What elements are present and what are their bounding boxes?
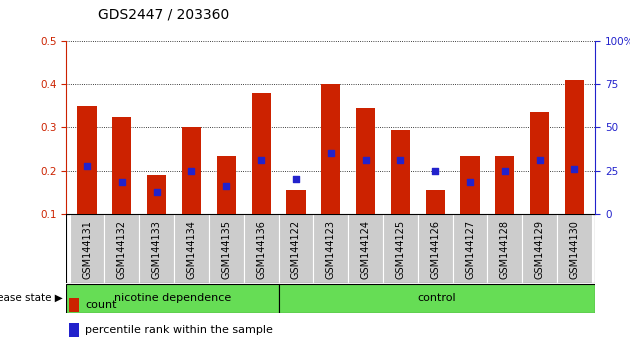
Point <box>360 157 370 163</box>
Bar <box>70 214 105 283</box>
Point <box>570 166 580 171</box>
Point <box>186 168 197 173</box>
Bar <box>522 214 557 283</box>
Bar <box>77 106 96 214</box>
Point <box>117 179 127 184</box>
Bar <box>383 214 418 283</box>
Bar <box>112 116 132 214</box>
Text: GSM144127: GSM144127 <box>465 220 475 279</box>
Text: control: control <box>418 293 456 303</box>
Text: GSM144128: GSM144128 <box>500 220 510 279</box>
Text: GSM144134: GSM144134 <box>186 220 197 279</box>
Bar <box>244 214 278 283</box>
Bar <box>495 156 515 214</box>
Point <box>221 183 231 189</box>
Bar <box>530 112 549 214</box>
Bar <box>321 84 340 214</box>
Text: GSM144136: GSM144136 <box>256 220 266 279</box>
Point <box>500 168 510 173</box>
Text: GSM144129: GSM144129 <box>535 220 545 279</box>
Point <box>291 177 301 182</box>
Bar <box>66 284 278 313</box>
Text: GSM144126: GSM144126 <box>430 220 440 279</box>
Text: disease state ▶: disease state ▶ <box>0 293 63 303</box>
Text: GSM144122: GSM144122 <box>291 220 301 279</box>
Text: GSM144131: GSM144131 <box>82 220 92 279</box>
Text: count: count <box>85 300 117 310</box>
Bar <box>313 214 348 283</box>
Bar <box>278 214 313 283</box>
Text: GSM144124: GSM144124 <box>360 220 370 279</box>
Bar <box>182 127 201 214</box>
Bar <box>348 214 383 283</box>
Bar <box>452 214 488 283</box>
Bar <box>174 214 209 283</box>
Bar <box>69 322 79 337</box>
Bar <box>278 284 595 313</box>
Point <box>152 190 162 195</box>
Text: percentile rank within the sample: percentile rank within the sample <box>85 325 273 335</box>
Point <box>535 157 545 163</box>
Point <box>256 157 266 163</box>
Text: GSM144132: GSM144132 <box>117 220 127 279</box>
Bar <box>139 214 174 283</box>
Point <box>326 151 336 156</box>
Bar <box>391 130 410 214</box>
Text: GDS2447 / 203360: GDS2447 / 203360 <box>98 7 229 21</box>
Text: GSM144123: GSM144123 <box>326 220 336 279</box>
Bar <box>426 190 445 214</box>
Point <box>465 179 475 184</box>
Text: nicotine dependence: nicotine dependence <box>113 293 231 303</box>
Text: GSM144130: GSM144130 <box>570 220 580 279</box>
Bar <box>69 298 79 312</box>
Bar <box>251 93 271 214</box>
Point <box>430 168 440 173</box>
Bar <box>418 214 452 283</box>
Point <box>82 164 92 169</box>
Bar <box>105 214 139 283</box>
Bar <box>565 80 584 214</box>
Bar <box>287 190 306 214</box>
Text: GSM144135: GSM144135 <box>221 220 231 279</box>
Bar <box>209 214 244 283</box>
Bar <box>488 214 522 283</box>
Point <box>396 157 406 163</box>
Bar <box>356 108 375 214</box>
Text: GSM144133: GSM144133 <box>152 220 162 279</box>
Bar <box>147 175 166 214</box>
Bar <box>461 156 479 214</box>
Bar <box>557 214 592 283</box>
Text: GSM144125: GSM144125 <box>396 220 405 279</box>
Bar <box>217 156 236 214</box>
